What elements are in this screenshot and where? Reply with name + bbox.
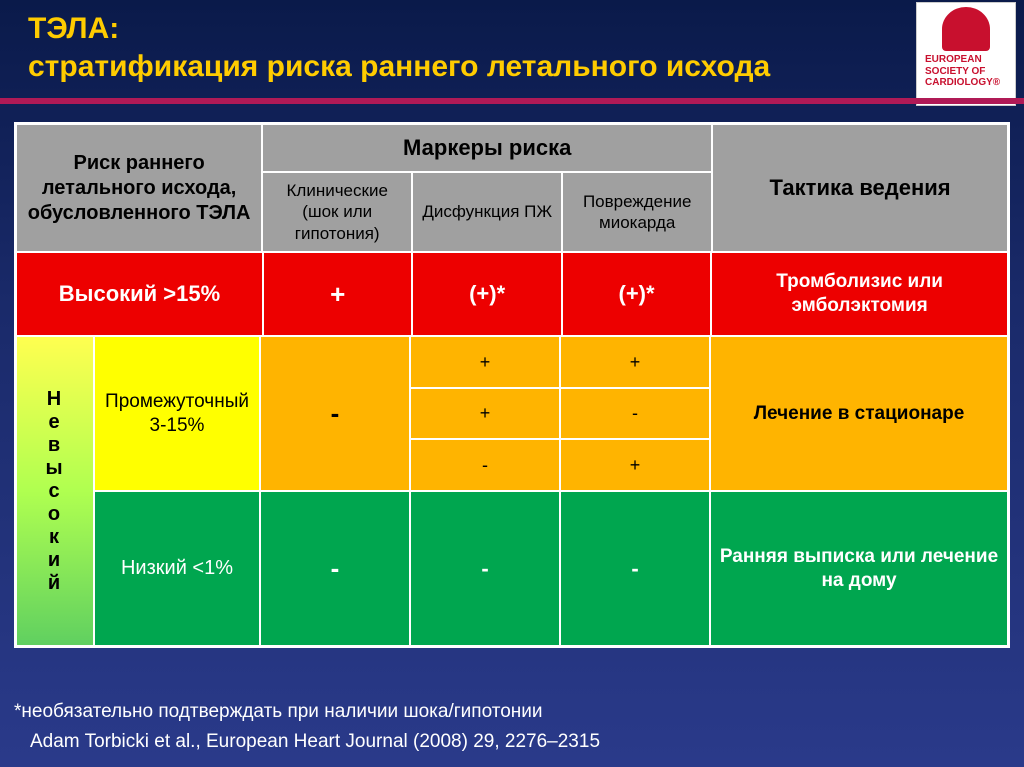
row-intermediate: Промежуточный 3-15% - + + - + - + Лечени… [94,336,1008,491]
row-low: Низкий <1% - - - Ранняя выписка или лече… [94,491,1008,646]
nonhigh-vertical-label: Невысокий [16,336,94,646]
inter-tactic: Лечение в стационаре [710,336,1008,491]
high-m1: + [263,252,412,336]
low-m2: - [410,491,560,646]
logo-text: EUROPEAN SOCIETY OF CARDIOLOGY® [919,54,1013,89]
low-label: Низкий <1% [94,491,260,646]
risk-table: Риск раннего летального исхода, обусловл… [14,122,1010,648]
inter-m1: - [260,336,410,491]
heart-icon [942,7,990,51]
inter-m3b: - [560,388,710,440]
row-high: Высокий >15% + (+)* (+)* Тромболизис или… [16,252,1008,336]
high-m3: (+)* [562,252,711,336]
citation: Adam Torbicki et al., European Heart Jou… [30,731,600,753]
footnote: *необязательно подтверждать при наличии … [14,701,543,723]
hdr-markers-group: Маркеры риска [262,124,712,172]
row-nonhigh: Невысокий Промежуточный 3-15% - + + - + … [16,336,1008,646]
hdr-tactics: Тактика ведения [712,124,1008,252]
inter-label: Промежуточный 3-15% [94,336,260,491]
inter-m2a: + [410,336,560,388]
low-m3: - [560,491,710,646]
high-m2: (+)* [412,252,561,336]
slide-title: ТЭЛА: стратификация риска раннего леталь… [28,10,770,85]
hdr-risk: Риск раннего летального исхода, обусловл… [16,124,262,252]
inter-m3c: + [560,439,710,491]
inter-m2c: - [410,439,560,491]
accent-bar [0,98,1024,104]
hdr-rv: Дисфункция ПЖ [412,172,562,252]
esc-logo: EUROPEAN SOCIETY OF CARDIOLOGY® [916,2,1016,106]
inter-m3a: + [560,336,710,388]
inter-m2b: + [410,388,560,440]
low-m1: - [260,491,410,646]
low-tactic: Ранняя выписка или лечение на дому [710,491,1008,646]
high-tactic: Тромболизис или эмболэктомия [711,252,1008,336]
high-label: Высокий >15% [16,252,263,336]
hdr-clinical: Клинические (шок или гипотония) [262,172,412,252]
hdr-myo: Повреждение миокарда [562,172,712,252]
